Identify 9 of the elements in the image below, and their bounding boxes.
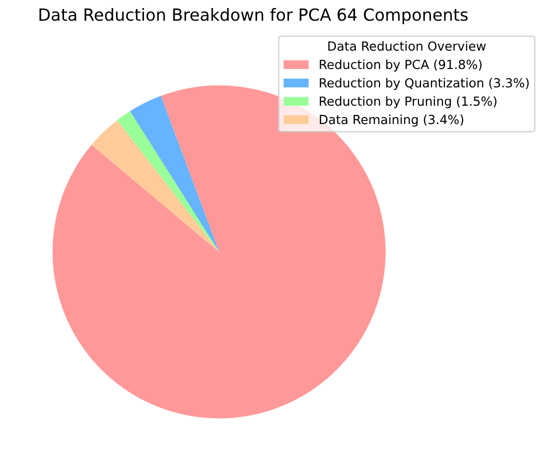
pie-slice — [117, 111, 220, 252]
legend-title: Data Reduction Overview — [328, 41, 486, 51]
legend-label: Reduction by PCA (91.8%) — [320, 60, 482, 72]
legend-label: Reduction by Pruning (1.5%) — [320, 96, 496, 108]
legend-label: Data Remaining (3.4%) — [320, 114, 464, 127]
pie-slice — [130, 96, 220, 252]
pie-slice — [92, 120, 220, 252]
chart-title: Data Reduction Breakdown for PCA 64 Components — [40, 8, 468, 24]
legend-label: Reduction by Quantization (3.3%) — [320, 78, 529, 90]
